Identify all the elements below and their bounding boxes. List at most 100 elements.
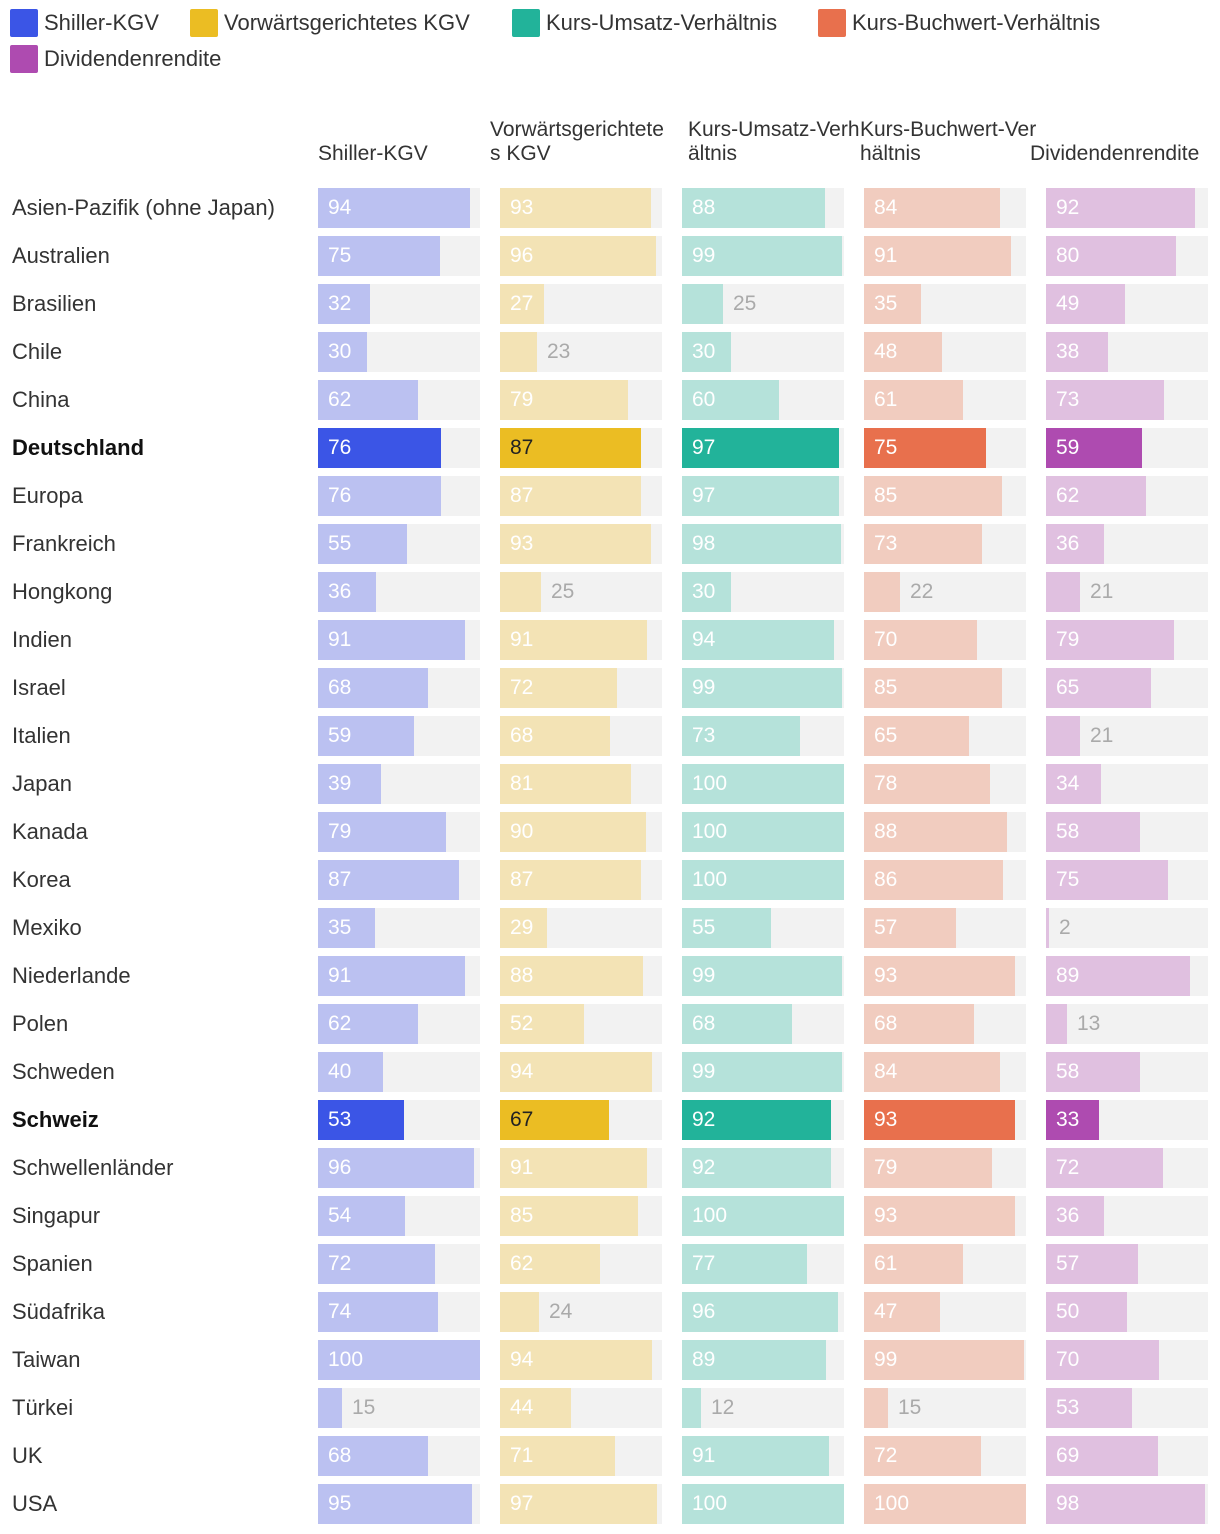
bar-value-label: 30: [692, 340, 716, 363]
bar: [500, 1484, 657, 1524]
bar-track: 78: [864, 764, 1026, 804]
bar-value-label: 35: [874, 292, 898, 315]
bar-value-label: 69: [1056, 1444, 1080, 1467]
bar-value-label: 13: [1077, 1012, 1101, 1035]
row-label: Israel: [12, 675, 66, 700]
row-label: Polen: [12, 1011, 69, 1036]
row-label: Japan: [12, 771, 72, 796]
bar: [318, 956, 465, 996]
row-label: Türkei: [12, 1395, 74, 1420]
bar-track: 98: [682, 524, 844, 564]
bar-value-label: 57: [1056, 1252, 1080, 1275]
bar-track: 30: [682, 332, 844, 372]
row-label: Frankreich: [12, 531, 116, 556]
bar-track: 69: [1046, 1436, 1208, 1476]
bar-value-label: 91: [510, 1156, 534, 1179]
bar: [682, 1004, 792, 1044]
bar-track: 68: [318, 668, 480, 708]
bar: [864, 1004, 974, 1044]
bar-track: 15: [864, 1388, 1026, 1428]
bar-value-label: 88: [510, 964, 534, 987]
bar-track: 65: [864, 716, 1026, 756]
bar-value-label: 50: [1056, 1300, 1080, 1323]
column-header: Vorwärtsgerichtetes KGV: [490, 118, 664, 165]
bar-value-label: 21: [1090, 724, 1114, 747]
legend-swatch: [818, 9, 846, 37]
bar: [318, 668, 428, 708]
bar-value-label: 68: [692, 1012, 716, 1035]
bar-track: 54: [318, 1196, 480, 1236]
bar-value-label: 74: [328, 1300, 352, 1323]
bar: [1046, 524, 1104, 564]
legend-item: Vorwärtsgerichtetes KGV: [190, 8, 470, 38]
bar-track: 52: [500, 1004, 662, 1044]
bar-track: 60: [682, 380, 844, 420]
bar: [682, 1148, 831, 1188]
row-label: Korea: [12, 867, 71, 892]
bar-track: 62: [1046, 476, 1208, 516]
row-label: Indien: [12, 627, 72, 652]
bar-value-label: 36: [1056, 1204, 1080, 1227]
row-label: Südafrika: [12, 1299, 105, 1324]
bar-track: 76: [318, 428, 480, 468]
bar-track: 94: [682, 620, 844, 660]
bar: [318, 1388, 342, 1428]
bar-value-label: 72: [874, 1444, 898, 1467]
bar-track: 91: [682, 1436, 844, 1476]
bar-value-label: 40: [328, 1060, 352, 1083]
bar-value-label: 99: [692, 244, 716, 267]
bar-track: 91: [318, 956, 480, 996]
bar: [500, 572, 541, 612]
bar: [682, 908, 771, 948]
bar-value-label: 90: [510, 820, 534, 843]
bar: [864, 476, 1002, 516]
bar-value-label: 97: [510, 1492, 534, 1515]
bar: [682, 716, 800, 756]
bar: [864, 668, 1002, 708]
bar-track: 87: [500, 860, 662, 900]
bar-value-label: 96: [328, 1156, 352, 1179]
bar-value-label: 59: [328, 724, 352, 747]
bar-track: 77: [682, 1244, 844, 1284]
bar-track: 36: [318, 572, 480, 612]
row-label: Schwellenländer: [12, 1155, 174, 1180]
bar: [318, 1340, 480, 1380]
bar-value-label: 62: [328, 388, 352, 411]
bar-value-label: 15: [898, 1396, 922, 1419]
bar-value-label: 62: [328, 1012, 352, 1035]
bar-track: 59: [318, 716, 480, 756]
bar-track: 25: [682, 284, 844, 324]
bar: [682, 1196, 844, 1236]
bar: [318, 1244, 435, 1284]
bar-track: 27: [500, 284, 662, 324]
bar-value-label: 65: [1056, 676, 1080, 699]
bar-track: 96: [318, 1148, 480, 1188]
bar-value-label: 24: [549, 1300, 573, 1323]
bar-value-label: 86: [874, 868, 898, 891]
bar-value-label: 72: [1056, 1156, 1080, 1179]
bar-value-label: 87: [328, 868, 352, 891]
bar: [864, 1052, 1000, 1092]
bar-track: 81: [500, 764, 662, 804]
bar-value-label: 48: [874, 340, 898, 363]
bar-value-label: 54: [328, 1204, 352, 1227]
bar-track: 79: [1046, 620, 1208, 660]
bar-track: 68: [682, 1004, 844, 1044]
bar-track: 85: [500, 1196, 662, 1236]
bar-value-label: 96: [510, 244, 534, 267]
bar-value-label: 2: [1059, 916, 1071, 939]
row-label: Taiwan: [12, 1347, 81, 1372]
bar-value-label: 59: [1056, 436, 1080, 459]
bar-value-label: 76: [328, 436, 352, 459]
bar-value-label: 91: [328, 628, 352, 651]
bar: [682, 860, 844, 900]
bar-value-label: 81: [510, 772, 534, 795]
bar-track: 32: [318, 284, 480, 324]
bar: [864, 716, 969, 756]
bar-track: 73: [682, 716, 844, 756]
bar: [682, 812, 844, 852]
bar-value-label: 53: [1056, 1396, 1080, 1419]
bar-track: 94: [500, 1052, 662, 1092]
bar-track: 47: [864, 1292, 1026, 1332]
